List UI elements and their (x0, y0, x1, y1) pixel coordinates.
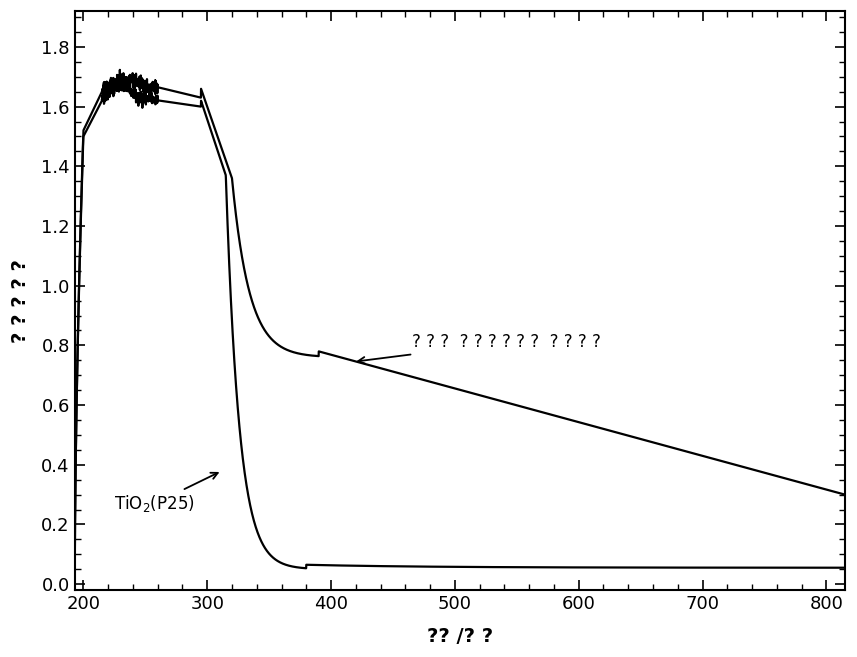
Text: ? ? ?  ? ? ? ? ? ?  ? ? ? ?: ? ? ? ? ? ? ? ? ? ? ? ? ? (358, 333, 601, 364)
Text: TiO$_2$(P25): TiO$_2$(P25) (114, 473, 218, 514)
Y-axis label: ? ? ? ? ?: ? ? ? ? ? (11, 259, 30, 342)
X-axis label: ?? /? ?: ?? /? ? (427, 627, 493, 646)
